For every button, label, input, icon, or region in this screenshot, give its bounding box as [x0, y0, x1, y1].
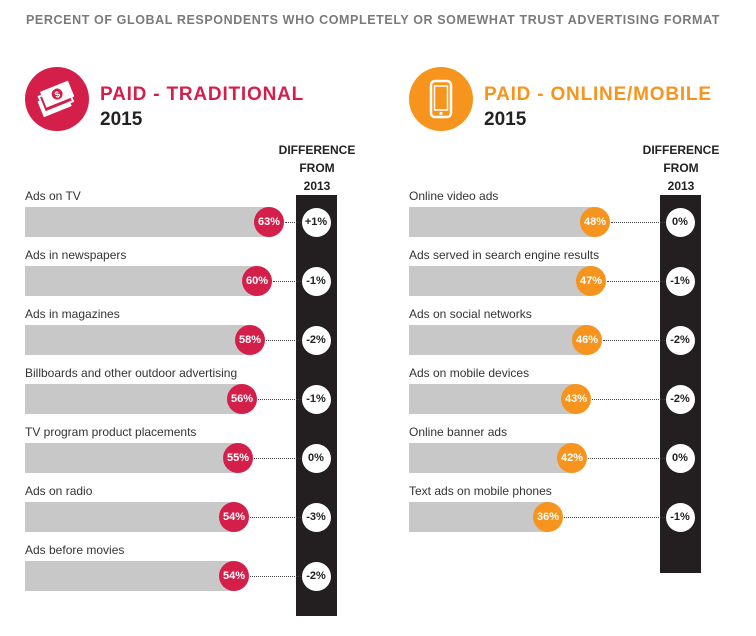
value-label: 36%: [533, 502, 563, 532]
leader-line: [285, 222, 301, 223]
value-label: 54%: [219, 561, 249, 591]
difference-value: 0%: [301, 443, 331, 473]
money-icon: $: [25, 67, 89, 131]
row-label: Ads on social networks: [409, 307, 532, 321]
leader-line: [273, 281, 301, 282]
row-label: Online video ads: [409, 189, 499, 203]
leader-line: [564, 517, 665, 518]
section-year: 2015: [100, 109, 143, 130]
leader-line: [588, 458, 665, 459]
bar: [409, 502, 548, 532]
bar: [409, 443, 572, 473]
value-label: 46%: [572, 325, 602, 355]
bar: [25, 325, 250, 355]
value-label: 58%: [235, 325, 265, 355]
bar: [409, 266, 591, 296]
difference-value: 0%: [665, 207, 695, 237]
row-label: Ads on TV: [25, 189, 81, 203]
bar: [409, 207, 595, 237]
leader-line: [250, 576, 301, 577]
svg-text:$: $: [53, 89, 61, 100]
row-label: TV program product placements: [25, 425, 197, 439]
row-label: Ads on mobile devices: [409, 366, 530, 380]
difference-value: -2%: [301, 325, 331, 355]
row-label: Ads before movies: [25, 543, 125, 557]
leader-line: [254, 458, 301, 459]
value-label: 60%: [242, 266, 272, 296]
difference-value: -1%: [301, 384, 331, 414]
bar: [25, 384, 242, 414]
leader-line: [603, 340, 665, 341]
bar: [25, 266, 257, 296]
difference-value: -1%: [665, 502, 695, 532]
difference-value: -2%: [665, 384, 695, 414]
chart-title: PERCENT OF GLOBAL RESPONDENTS WHO COMPLE…: [26, 13, 720, 27]
leader-line: [611, 222, 665, 223]
value-label: 54%: [219, 502, 249, 532]
value-label: 43%: [561, 384, 591, 414]
value-label: 48%: [580, 207, 610, 237]
bar: [25, 443, 238, 473]
value-label: 55%: [223, 443, 253, 473]
panel-online: PAID - ONLINE/MOBILE 2015 DIFFERENCE FROM…: [384, 0, 756, 636]
difference-value: 0%: [665, 443, 695, 473]
section-title: PAID - ONLINE/MOBILE: [484, 84, 712, 105]
value-label: 47%: [576, 266, 606, 296]
row-label: Ads in newspapers: [25, 248, 127, 262]
bar: [409, 384, 576, 414]
difference-value: -3%: [301, 502, 331, 532]
section-title: PAID - TRADITIONAL: [100, 84, 305, 105]
mobile-phone-icon: [409, 67, 473, 131]
leader-line: [250, 517, 301, 518]
value-label: 42%: [557, 443, 587, 473]
row-label: Text ads on mobile phones: [409, 484, 552, 498]
section-year: 2015: [484, 109, 527, 130]
row-label: Ads in magazines: [25, 307, 120, 321]
difference-value: -2%: [665, 325, 695, 355]
row-label: Ads on radio: [25, 484, 93, 498]
bar: [409, 325, 587, 355]
difference-value: +1%: [301, 207, 331, 237]
leader-line: [592, 399, 665, 400]
bar: [25, 502, 234, 532]
value-label: 56%: [227, 384, 257, 414]
leader-line: [258, 399, 301, 400]
leader-line: [607, 281, 665, 282]
difference-value: -1%: [665, 266, 695, 296]
bar: [25, 207, 269, 237]
difference-value: -1%: [301, 266, 331, 296]
value-label: 63%: [254, 207, 284, 237]
row-label: Billboards and other outdoor advertising: [25, 366, 238, 380]
row-label: Online banner ads: [409, 425, 508, 439]
bar: [25, 561, 234, 591]
leader-line: [266, 340, 301, 341]
panel-traditional: $ PAID - TRADITIONAL 2015 DIFFERENCE FROM…: [25, 67, 356, 616]
difference-value: -2%: [301, 561, 331, 591]
difference-header: DIFFERENCE FROM 2013: [642, 143, 720, 193]
row-label: Ads served in search engine results: [409, 248, 600, 262]
difference-header: DIFFERENCE FROM 2013: [278, 143, 356, 193]
